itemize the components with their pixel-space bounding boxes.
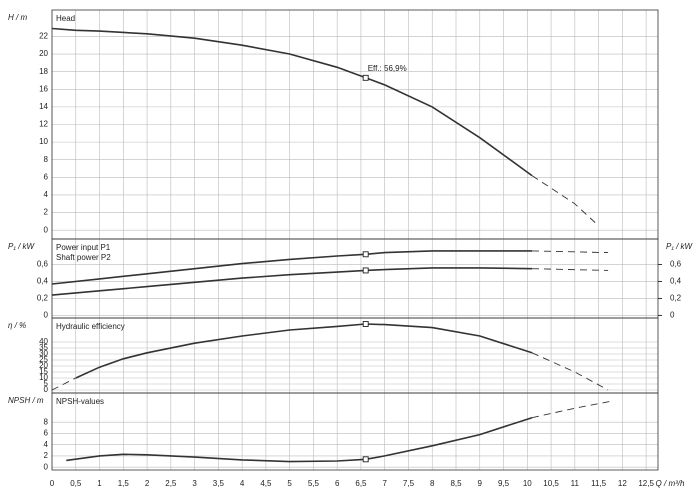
x-tick-label: 10,5 [543, 479, 559, 488]
y-tick-label: 0 [44, 225, 49, 234]
duty-point [362, 267, 369, 274]
y-tick-label: 0,6 [37, 260, 49, 269]
x-tick-label: 9,5 [498, 479, 510, 488]
y-tick-label: 25 [39, 355, 48, 364]
curve-extrapolated [531, 175, 599, 227]
x-tick-label: 4 [240, 479, 245, 488]
legend-label: Hydraulic efficiency [56, 322, 125, 331]
y-tick-label: 8 [44, 155, 49, 164]
y-tick-label: 40 [39, 337, 48, 346]
x-tick-label: 2 [145, 479, 150, 488]
x-tick-label: 8 [430, 479, 435, 488]
curve [75, 323, 533, 379]
curve-extrapolated [531, 352, 609, 391]
x-tick-label: 9 [478, 479, 483, 488]
x-tick-label: 3,5 [213, 479, 225, 488]
y-axis-label: NPSH / m [8, 396, 44, 405]
x-tick-label: 1,5 [118, 479, 130, 488]
duty-point [362, 251, 369, 258]
y-tick-label: 0 [44, 311, 49, 320]
x-tick-label: 5 [287, 479, 292, 488]
y-tick-label: 0 [44, 462, 49, 471]
annotation: Eff.: 56,9% [368, 64, 407, 73]
y-tick-label: 0,2 [37, 294, 49, 303]
curve-extrapolated [531, 250, 609, 254]
x-tick-label: 0,5 [70, 479, 82, 488]
y-tick-label: 35 [39, 343, 48, 352]
x-tick-label: 2,5 [165, 479, 177, 488]
y-tick-label: 20 [39, 49, 48, 58]
curve [66, 416, 533, 463]
curve-extrapolated [531, 268, 609, 271]
x-tick-label: 12 [618, 479, 627, 488]
legend-label: Shaft power P2 [56, 253, 111, 262]
x-tick-label: 0 [50, 479, 55, 488]
x-tick-label: 6,5 [355, 479, 367, 488]
x-tick-label: 5,5 [308, 479, 320, 488]
legend-label: Head [56, 14, 75, 23]
duty-point [362, 74, 369, 81]
y-tick-label: 18 [39, 67, 48, 76]
y-tick-label: 14 [39, 102, 48, 111]
x-tick-label: 7,5 [403, 479, 415, 488]
y-axis-label: P₁ / kW [8, 242, 36, 251]
panel-frame [51, 392, 659, 471]
y-tick-label: 6 [44, 172, 49, 181]
legend-label: Power input P1 [56, 243, 111, 252]
x-tick-label: 8,5 [450, 479, 462, 488]
duty-point [362, 456, 369, 463]
y-tick-label: 5 [44, 379, 49, 388]
y-tick-label: 2 [44, 451, 49, 460]
y-tick-label: 16 [39, 84, 48, 93]
y-tick-label: 20 [39, 361, 48, 370]
y-tick-label: 4 [44, 440, 49, 449]
y-tick-label: 6 [44, 429, 49, 438]
x-tick-label: 12,5 [638, 479, 654, 488]
x-tick-label: 10 [523, 479, 532, 488]
y-tick-label: 30 [39, 349, 48, 358]
y-tick-label: 12 [39, 120, 48, 129]
y-tick-label: 15 [39, 367, 48, 376]
x-tick-label: 7 [382, 479, 387, 488]
y-axis-label: η / % [8, 321, 26, 330]
y2-tick-label: 0,4 [670, 277, 682, 286]
y-axis-label: H / m [8, 13, 27, 22]
curve-extrapolated [51, 377, 77, 391]
y-tick-label: 0,4 [37, 277, 49, 286]
y-tick-label: 0 [44, 385, 49, 394]
y-tick-label: 4 [44, 190, 49, 199]
x-tick-label: 6 [335, 479, 340, 488]
curve [51, 267, 533, 296]
y-tick-label: 2 [44, 208, 49, 217]
y2-tick-label: 0,2 [670, 294, 682, 303]
y-tick-label: 22 [39, 32, 48, 41]
x-tick-label: 1 [97, 479, 102, 488]
y2-tick-label: 0,6 [670, 260, 682, 269]
duty-point [362, 321, 369, 327]
y2-axis-label: P₁ / kW [666, 242, 694, 251]
curve [51, 250, 532, 285]
y-tick-label: 8 [44, 417, 49, 426]
y-tick-label: 10 [39, 373, 48, 382]
x-tick-label: 3 [192, 479, 197, 488]
x-tick-label: 11 [571, 479, 580, 488]
x-axis-label: Q / m³/h [656, 479, 685, 488]
y-tick-label: 10 [39, 137, 48, 146]
x-tick-label: 11,5 [591, 479, 607, 488]
y2-tick-label: 0 [670, 311, 675, 320]
legend-label: NPSH-values [56, 397, 104, 406]
curve-extrapolated [531, 400, 613, 419]
x-tick-label: 4,5 [260, 479, 272, 488]
curve [51, 27, 533, 177]
